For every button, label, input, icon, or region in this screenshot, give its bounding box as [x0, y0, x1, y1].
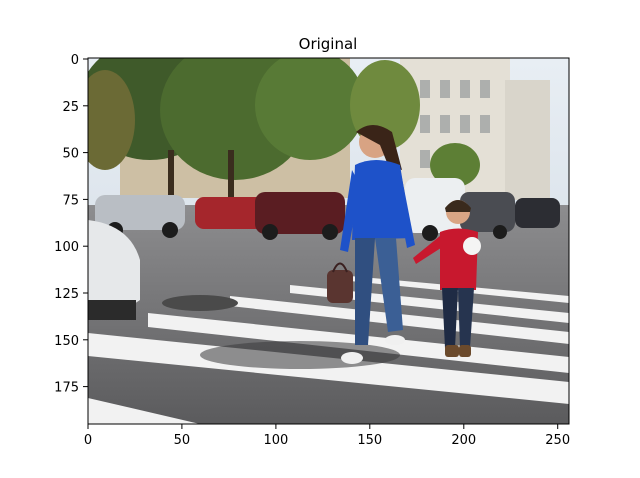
- x-tick-label: 0: [84, 433, 92, 448]
- y-tick-label: 0: [71, 53, 79, 68]
- x-tick-label: 250: [545, 433, 570, 448]
- figure-title: Original: [299, 35, 358, 53]
- y-tick-label: 125: [54, 287, 79, 302]
- x-tick-label: 50: [174, 433, 191, 448]
- y-tick-label: 50: [62, 147, 79, 162]
- photo: [88, 58, 569, 424]
- x-tick-label: 200: [451, 433, 476, 448]
- y-tick-label: 150: [54, 334, 79, 349]
- y-tick-label: 175: [54, 381, 79, 396]
- y-tick-label: 100: [54, 240, 79, 255]
- y-axis: 0 25 50 75 100 125 150 175: [54, 53, 88, 396]
- y-tick-label: 25: [62, 100, 79, 115]
- axes-frame: [87, 57, 570, 425]
- y-tick-label: 75: [62, 193, 79, 208]
- x-axis: 0 50 100 150 200 250: [84, 424, 570, 448]
- x-tick-label: 100: [263, 433, 288, 448]
- x-tick-label: 150: [357, 433, 382, 448]
